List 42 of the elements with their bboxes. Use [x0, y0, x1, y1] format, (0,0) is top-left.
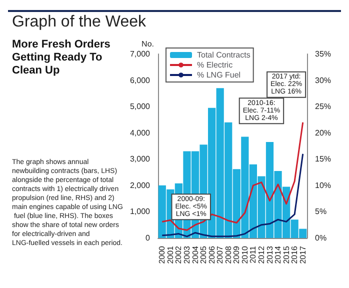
x-tick-label: 2012: [256, 245, 266, 264]
x-tick-label: 2011: [248, 245, 258, 264]
y-tick-label: 2,000: [130, 180, 151, 190]
x-tick-label: 2015: [282, 245, 291, 264]
y-tick-label: 7,000: [130, 50, 151, 58]
y2-tick-label: 10%: [315, 180, 332, 190]
x-tick-label: 2000: [158, 245, 167, 264]
x-tick-label: 2017: [298, 245, 308, 264]
y2-tick-label: 35%: [315, 50, 332, 58]
y2-tick-label: 15%: [315, 154, 332, 164]
y2-tick-label: 20%: [315, 128, 332, 138]
y2-tick-label: 5%: [315, 207, 327, 216]
line-series: [161, 153, 304, 238]
y-tick-label: 1,000: [130, 207, 151, 216]
x-tick-label: 2001: [166, 245, 175, 264]
y-tick-label: 3,000: [130, 154, 151, 164]
y-tick-label: 4,000: [130, 128, 151, 138]
y-tick-label: 0: [146, 234, 151, 242]
y-tick-label: 6,000: [130, 76, 151, 85]
x-tick-label: 2002: [174, 245, 184, 264]
x-tick-label: 2008: [224, 245, 233, 264]
x-tick-label: 2013: [265, 245, 274, 264]
text: More Fresh Orders Getting Ready To Clean Up: [12, 38, 114, 76]
line-series: [161, 122, 304, 231]
legend-label: % LNG Fuel: [197, 70, 241, 80]
x-tick-label: 2009: [232, 245, 242, 264]
legend-label: % Electric: [197, 60, 233, 70]
x-tick-label: 2005: [199, 245, 208, 264]
legend-label: Total Contracts: [197, 50, 250, 60]
x-tick-label: 2007: [216, 245, 225, 264]
y2-tick-label: 0%: [315, 234, 327, 242]
x-tick-label: 2016: [290, 245, 300, 264]
x-tick-label: 2006: [207, 245, 216, 264]
y2-tick-label: 25%: [315, 102, 332, 112]
y-axis-title: No.: [142, 40, 154, 48]
x-tick-label: 2014: [274, 245, 283, 264]
x-tick-label: 2004: [190, 245, 200, 264]
y-tick-label: 5,000: [130, 102, 151, 112]
x-tick-label: 2003: [182, 245, 192, 264]
chart-title: Graph of the Week: [12, 14, 147, 30]
y2-tick-label: 30%: [315, 76, 332, 85]
x-tick-label: 2010: [240, 245, 250, 264]
